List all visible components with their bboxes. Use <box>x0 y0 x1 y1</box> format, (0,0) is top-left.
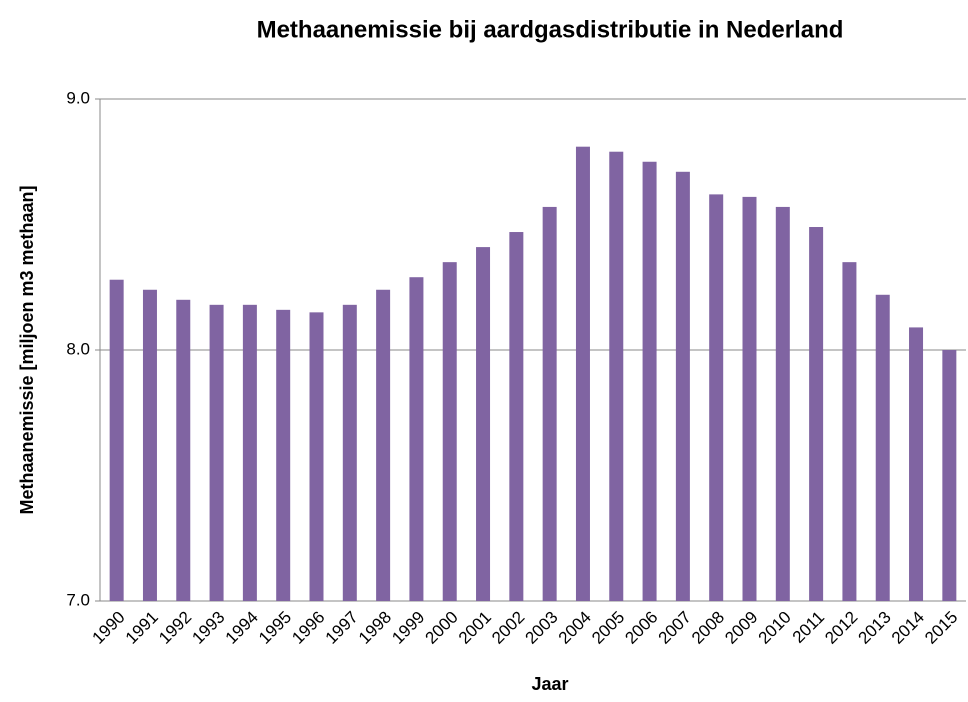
x-tick-label: 1992 <box>155 608 195 648</box>
bar <box>142 289 157 601</box>
x-tick-label: 2000 <box>422 608 462 648</box>
x-tick-label: 2010 <box>755 608 795 648</box>
bar <box>409 277 424 601</box>
x-tick-label: 2001 <box>455 608 495 648</box>
bar <box>642 161 657 601</box>
bar <box>176 299 191 601</box>
x-tick-label: 2007 <box>655 608 695 648</box>
bar <box>109 279 124 601</box>
bar <box>442 262 457 601</box>
bar <box>809 227 824 601</box>
x-tick-label: 2003 <box>521 608 561 648</box>
x-tick-label: 2012 <box>821 608 861 648</box>
y-axis-title: Methaanemissie [miljoen m3 methaan] <box>17 185 37 514</box>
x-tick-label: 1996 <box>288 608 328 648</box>
chart-title: Methaanemissie bij aardgasdistributie in… <box>257 16 844 43</box>
bar <box>309 312 324 601</box>
x-tick-label: 2008 <box>688 608 728 648</box>
bar <box>942 350 957 601</box>
x-tick-label: 2014 <box>888 608 928 648</box>
x-tick-label: 1994 <box>222 608 262 648</box>
x-tick-label: 2006 <box>621 608 661 648</box>
bar <box>276 309 291 601</box>
bar <box>775 206 790 601</box>
bar <box>342 304 357 601</box>
bar <box>509 232 524 601</box>
x-tick-label: 1991 <box>122 608 162 648</box>
bar <box>742 196 757 601</box>
x-tick-label: 1998 <box>355 608 395 648</box>
bar <box>575 146 590 601</box>
x-tick-label: 2009 <box>721 608 761 648</box>
x-tick-label: 2002 <box>488 608 528 648</box>
bar <box>209 304 224 601</box>
y-tick-label: 7.0 <box>66 590 90 609</box>
bar <box>675 171 690 602</box>
x-tick-label: 1995 <box>255 608 295 648</box>
bar <box>542 206 557 601</box>
x-tick-label: 1990 <box>88 608 128 648</box>
bar <box>709 194 724 601</box>
x-tick-label: 2013 <box>855 608 895 648</box>
y-tick-label: 9.0 <box>66 88 90 107</box>
x-tick-label: 1993 <box>188 608 228 648</box>
bar <box>376 289 391 601</box>
bar <box>609 151 624 601</box>
x-tick-label: 2011 <box>789 608 828 647</box>
x-tick-label: 2015 <box>921 608 961 648</box>
x-tick-label: 1997 <box>322 608 362 648</box>
x-tick-label: 1999 <box>388 608 428 648</box>
x-axis-title: Jaar <box>531 674 568 694</box>
bar <box>909 327 924 601</box>
x-tick-label: 2004 <box>555 608 595 648</box>
y-tick-label: 8.0 <box>66 339 90 358</box>
x-tick-label: 2005 <box>588 608 628 648</box>
bar <box>875 294 890 601</box>
bar <box>242 304 257 601</box>
bar <box>476 247 491 601</box>
bar <box>842 262 857 601</box>
